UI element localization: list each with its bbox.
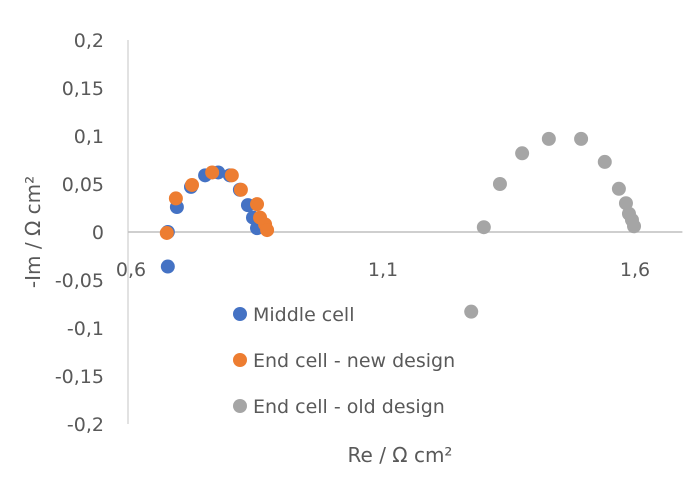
legend-label: End cell - new design [253, 350, 455, 372]
data-point [168, 191, 183, 206]
y-axis-title: -Im / Ω cm² [21, 176, 45, 288]
legend-marker [233, 353, 247, 367]
data-point [515, 146, 530, 161]
y-tick-label: -0,2 [67, 414, 104, 436]
x-tick-label: 1,1 [368, 259, 398, 281]
y-tick-label: 0,1 [74, 126, 104, 148]
data-points [159, 131, 642, 319]
data-point [627, 219, 642, 234]
data-point [160, 259, 175, 274]
y-tick-label: -0,1 [67, 318, 104, 340]
legend-marker [233, 307, 247, 321]
data-point [260, 223, 275, 238]
legend-marker [233, 399, 247, 413]
y-tick-label: 0,2 [74, 30, 104, 52]
data-point [597, 154, 612, 169]
x-tick-label: 0,6 [116, 259, 146, 281]
data-point [476, 220, 491, 235]
data-point [185, 177, 200, 192]
data-point [464, 304, 479, 319]
data-point [205, 165, 220, 180]
x-tick-label: 1,6 [620, 259, 650, 281]
data-point [574, 131, 589, 146]
y-tick-label: -0,05 [55, 270, 104, 292]
axes: 0,2 0,15 0,1 0,05 0 -0,05 -0,1 -0,15 -0,2 0,6 1,1 1… [55, 30, 683, 436]
data-point [250, 197, 265, 212]
legend: Middle cell End cell - new design End cell… [233, 304, 455, 418]
y-tick-label: 0,15 [62, 78, 104, 100]
legend-label: End cell - old design [253, 396, 445, 418]
y-tick-label: 0 [92, 222, 104, 244]
legend-label: Middle cell [253, 304, 355, 326]
data-point [224, 168, 239, 183]
data-point [233, 182, 248, 197]
data-point [492, 177, 507, 191]
data-point [618, 196, 633, 211]
y-tick-label: 0,05 [62, 174, 104, 196]
data-point [611, 181, 626, 196]
data-point [541, 131, 556, 146]
y-tick-label: -0,15 [55, 366, 104, 388]
data-point [159, 225, 174, 240]
x-axis-title: Re / Ω cm² [348, 443, 453, 467]
